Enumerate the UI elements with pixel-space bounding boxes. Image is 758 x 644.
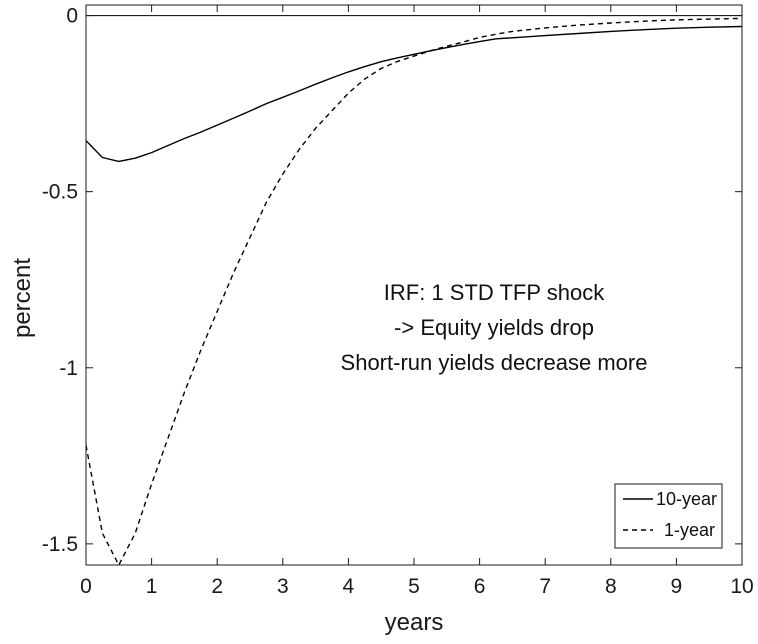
x-tick-label: 8 [605,575,617,598]
legend-label-1-year: 1-year [664,520,715,540]
legend-label-10-year: 10-year [656,489,717,509]
x-tick-label: 10 [730,575,753,598]
x-tick-label: 4 [343,575,355,598]
plot-frame [85,4,743,566]
y-tick-label: -0.5 [42,181,78,204]
annotation-line-1: IRF: 1 STD TFP shock [384,280,605,305]
x-tick-label: 1 [146,575,158,598]
x-tick-label: 6 [474,575,486,598]
x-axis-label: years [385,609,444,636]
x-tick-label: 0 [80,575,92,598]
series-layer [86,15,742,565]
ticks-layer: 0 1 2 3 4 5 6 7 8 9 10 0 -0.5 -1 -1.5 [42,5,754,598]
x-tick-label: 2 [211,575,223,598]
y-tick-label: -1 [59,357,78,380]
y-tick-label: -1.5 [42,533,78,556]
x-tick-label: 5 [408,575,420,598]
annotation-block: IRF: 1 STD TFP shock -> Equity yields dr… [341,280,648,375]
x-tick-label: 7 [539,575,551,598]
series-line-10-year [86,25,742,163]
y-tick-label: 0 [66,5,78,28]
legend: 10-year 1-year [614,483,723,549]
x-tick-label: 9 [671,575,683,598]
annotation-line-2: -> Equity yields drop [394,315,594,340]
y-axis-label: percent [9,258,36,338]
legend-box [614,483,723,549]
annotation-line-3: Short-run yields decrease more [341,350,648,375]
x-tick-label: 3 [277,575,289,598]
